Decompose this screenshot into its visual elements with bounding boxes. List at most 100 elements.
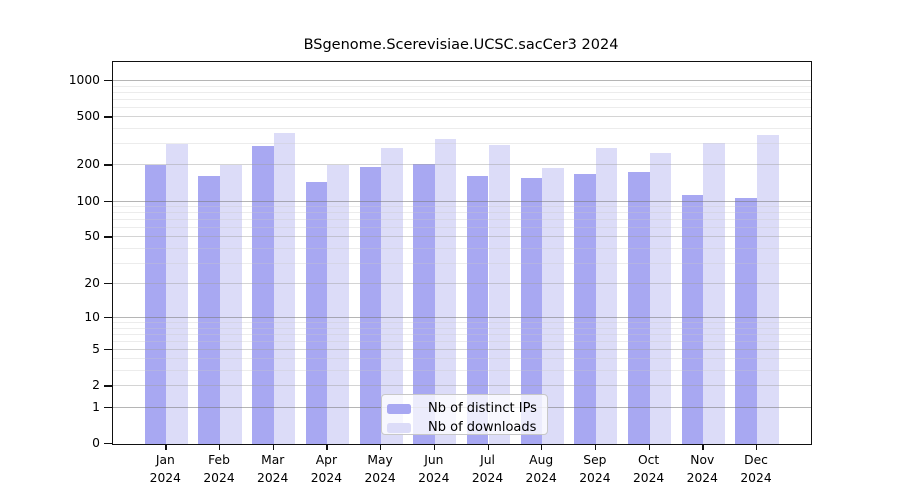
x-tick-mark [487,444,489,450]
bar-jun-downloads [434,139,457,444]
legend-swatch-distinct-ips [387,403,411,414]
x-tick-label-line: 2024 [525,470,557,485]
gridline-minor [113,322,811,323]
bar-jul-downloads [488,145,511,444]
bar-jan-downloads [166,144,188,444]
x-tick-label-mar: Mar 2024 [241,452,305,487]
plot-area: Nb of distinct IPs Nb of downloads [112,61,812,445]
y-tick-mark [104,236,112,238]
x-tick-label-jun: Jun 2024 [402,452,466,487]
gridline-major [113,164,811,166]
legend-label-distinct-ips: Nb of distinct IPs [428,401,537,416]
x-tick-mark [165,444,167,450]
bar-apr-downloads [327,165,349,444]
x-tick-label-jul: Jul 2024 [456,452,520,487]
y-tick-mark [104,406,112,408]
bar-jan-distinct-ips [144,165,167,444]
x-tick-label-dec: Dec 2024 [724,452,788,487]
bar-aug-downloads [542,168,564,444]
y-tick-label: 200 [76,157,100,172]
gridline-minor [113,262,811,264]
bar-feb-distinct-ips [198,176,220,444]
x-tick-mark [702,444,704,450]
x-tick-label-line: 2024 [257,470,289,485]
gridline-minor [113,106,811,108]
x-tick-mark [541,444,543,450]
bar-nov-downloads [703,143,725,444]
gridline-major [113,283,811,284]
bar-jun-distinct-ips [413,163,435,444]
bar-sep-downloads [595,147,618,444]
x-tick-label-may: May 2024 [348,452,412,487]
bar-sep-distinct-ips [574,173,596,444]
legend-label-downloads: Nb of downloads [428,420,537,435]
y-tick-label: 1 [92,399,100,414]
gridline-major [113,348,811,350]
x-tick-label-line: 2024 [579,470,611,485]
x-tick-label-line: 2024 [310,470,343,485]
x-tick-label-line: Aug [529,453,554,467]
x-tick-label-line: Dec [744,453,768,467]
x-tick-mark [326,444,328,450]
bar-may-distinct-ips [359,166,382,444]
bar-apr-distinct-ips [305,182,328,444]
x-tick-label-oct: Oct 2024 [617,452,681,487]
x-tick-label-apr: Apr 2024 [294,452,358,487]
gridline-decade [113,317,811,318]
y-tick-mark [104,79,112,82]
gridline-minor [113,212,811,214]
x-tick-label-line: 2024 [418,470,450,485]
x-tick-mark [648,444,650,450]
x-tick-label-jan: Jan 2024 [133,452,197,487]
y-tick-label: 2 [92,378,100,393]
gridline-minor [113,206,811,207]
y-tick-mark [104,443,112,445]
y-tick-label: 5 [92,341,100,356]
bar-aug-distinct-ips [520,178,543,444]
x-tick-label-line: 2024 [632,470,665,485]
y-tick-mark [104,283,112,285]
bar-oct-distinct-ips [628,171,650,444]
x-tick-label-line: Mar [261,453,285,467]
y-tick-mark [104,348,112,351]
x-tick-label-line: Feb [208,453,230,467]
bar-nov-distinct-ips [681,195,704,444]
y-tick-mark [104,385,112,387]
gridline-minor [113,85,811,87]
gridline-minor [113,143,811,145]
legend-item-distinct-ips: Nb of distinct IPs [387,399,547,418]
x-tick-mark [219,444,221,450]
bar-dec-downloads [757,135,779,444]
gridline-minor [113,98,811,100]
chart-title: BSgenome.Scerevisiae.UCSC.sacCer3 2024 [303,37,619,53]
x-tick-label-line: Nov [690,453,715,467]
bar-feb-downloads [220,165,242,444]
y-tick-label: 20 [84,276,100,290]
bar-dec-distinct-ips [735,197,757,444]
x-tick-mark [272,444,274,450]
x-tick-label-line: 2024 [686,470,718,485]
x-tick-label-line: 2024 [471,470,504,485]
bar-mar-downloads [273,132,296,444]
x-tick-label-line: 2024 [149,470,181,485]
y-tick-mark [104,317,112,319]
x-tick-label-aug: Aug 2024 [509,452,573,487]
gridline-major [113,385,811,387]
x-tick-label-line: Sep [583,453,607,467]
x-tick-label-nov: Nov 2024 [670,452,734,487]
bar-jul-distinct-ips [466,176,489,444]
x-tick-mark [380,444,382,450]
gridline-decade [113,79,811,81]
y-tick-mark [104,164,112,166]
gridline-minor [113,327,811,329]
x-tick-label-line: Apr [315,453,338,467]
legend: Nb of distinct IPs Nb of downloads [381,394,548,435]
x-tick-mark [594,444,597,450]
gridline-minor [113,247,811,249]
y-tick-label: 1000 [68,72,100,87]
gridline-minor [113,358,811,360]
gridline-minor [113,91,811,93]
legend-item-downloads: Nb of downloads [387,418,547,437]
gridline-decade [113,200,811,202]
